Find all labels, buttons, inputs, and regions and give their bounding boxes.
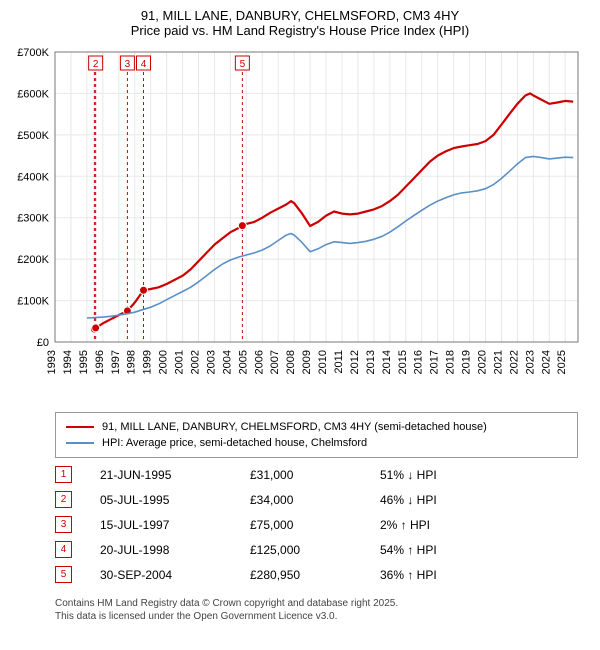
svg-text:1999: 1999 — [142, 350, 154, 374]
sale-marker: 2 — [55, 491, 72, 508]
svg-text:2018: 2018 — [445, 350, 457, 374]
table-row: 2 05-JUL-1995£34,00046% ↓ HPI — [55, 487, 578, 512]
sale-marker: 1 — [55, 466, 72, 483]
table-row: 5 30-SEP-2004£280,95036% ↑ HPI — [55, 562, 578, 587]
legend-item: HPI: Average price, semi-detached house,… — [66, 435, 567, 451]
sale-price: £31,000 — [250, 468, 380, 482]
svg-text:£400K: £400K — [17, 171, 49, 183]
chart-container: 91, MILL LANE, DANBURY, CHELMSFORD, CM3 … — [0, 0, 600, 631]
sale-vs-hpi: 51% ↓ HPI — [380, 468, 520, 482]
sale-price: £125,000 — [250, 543, 380, 557]
sale-date: 05-JUL-1995 — [100, 493, 250, 507]
svg-text:1996: 1996 — [94, 350, 106, 374]
attribution-line-1: Contains HM Land Registry data © Crown c… — [55, 597, 578, 610]
svg-text:2010: 2010 — [317, 350, 329, 374]
svg-text:1994: 1994 — [62, 350, 74, 374]
svg-text:2019: 2019 — [461, 350, 473, 374]
svg-text:£600K: £600K — [17, 88, 49, 100]
svg-text:1998: 1998 — [126, 350, 138, 374]
title-line-2: Price paid vs. HM Land Registry's House … — [0, 23, 600, 38]
table-row: 3 15-JUL-1997£75,0002% ↑ HPI — [55, 512, 578, 537]
svg-text:£700K: £700K — [17, 47, 49, 59]
svg-text:2022: 2022 — [508, 350, 520, 374]
svg-text:5: 5 — [240, 59, 246, 70]
sale-marker: 3 — [55, 516, 72, 533]
svg-text:4: 4 — [141, 59, 147, 70]
svg-text:1997: 1997 — [110, 350, 122, 374]
sale-price: £34,000 — [250, 493, 380, 507]
svg-text:2021: 2021 — [492, 350, 504, 374]
sale-vs-hpi: 2% ↑ HPI — [380, 518, 520, 532]
svg-text:1995: 1995 — [78, 350, 90, 374]
svg-text:2008: 2008 — [285, 350, 297, 374]
svg-text:3: 3 — [125, 59, 131, 70]
svg-text:2006: 2006 — [253, 350, 265, 374]
legend-swatch — [66, 426, 94, 428]
svg-text:2016: 2016 — [413, 350, 425, 374]
sale-vs-hpi: 36% ↑ HPI — [380, 568, 520, 582]
svg-text:2023: 2023 — [524, 350, 536, 374]
sale-date: 20-JUL-1998 — [100, 543, 250, 557]
svg-text:2004: 2004 — [221, 350, 233, 374]
svg-text:2009: 2009 — [301, 350, 313, 374]
sale-date: 21-JUN-1995 — [100, 468, 250, 482]
attribution: Contains HM Land Registry data © Crown c… — [0, 593, 600, 631]
svg-text:2: 2 — [93, 59, 99, 70]
table-row: 1 21-JUN-1995£31,00051% ↓ HPI — [55, 462, 578, 487]
chart-area: £0 £100K £200K £300K £400K £500K £600K £700K 199… — [0, 42, 600, 402]
sales-table: 1 21-JUN-1995£31,00051% ↓ HPI 2 05-JUL-1995… — [55, 462, 578, 587]
legend-label: HPI: Average price, semi-detached house,… — [102, 437, 367, 449]
svg-text:2002: 2002 — [190, 350, 202, 374]
svg-text:2000: 2000 — [158, 350, 170, 374]
svg-text:2020: 2020 — [477, 350, 489, 374]
svg-text:2017: 2017 — [429, 350, 441, 374]
svg-text:2025: 2025 — [556, 350, 568, 374]
sale-price: £280,950 — [250, 568, 380, 582]
svg-text:2003: 2003 — [205, 350, 217, 374]
svg-text:2007: 2007 — [269, 350, 281, 374]
sale-date: 30-SEP-2004 — [100, 568, 250, 582]
svg-text:2011: 2011 — [333, 350, 345, 374]
svg-text:£300K: £300K — [17, 213, 49, 225]
svg-text:2013: 2013 — [365, 350, 377, 374]
title-line-1: 91, MILL LANE, DANBURY, CHELMSFORD, CM3 … — [0, 8, 600, 23]
chart-svg: £0 £100K £200K £300K £400K £500K £600K £700K 199… — [0, 42, 600, 402]
attribution-line-2: This data is licensed under the Open Gov… — [55, 610, 578, 623]
svg-text:2015: 2015 — [397, 350, 409, 374]
sale-marker: 5 — [55, 566, 72, 583]
sale-marker: 4 — [55, 541, 72, 558]
svg-text:2001: 2001 — [174, 350, 186, 374]
svg-text:2005: 2005 — [237, 350, 249, 374]
legend: 91, MILL LANE, DANBURY, CHELMSFORD, CM3 … — [55, 412, 578, 458]
sale-vs-hpi: 46% ↓ HPI — [380, 493, 520, 507]
legend-item: 91, MILL LANE, DANBURY, CHELMSFORD, CM3 … — [66, 419, 567, 435]
svg-text:2012: 2012 — [349, 350, 361, 374]
table-row: 4 20-JUL-1998£125,00054% ↑ HPI — [55, 537, 578, 562]
legend-swatch — [66, 442, 94, 444]
svg-text:£0: £0 — [37, 337, 49, 349]
svg-text:2024: 2024 — [540, 350, 552, 374]
title-block: 91, MILL LANE, DANBURY, CHELMSFORD, CM3 … — [0, 0, 600, 42]
legend-label: 91, MILL LANE, DANBURY, CHELMSFORD, CM3 … — [102, 421, 487, 433]
svg-text:2014: 2014 — [381, 350, 393, 374]
sale-price: £75,000 — [250, 518, 380, 532]
svg-text:1993: 1993 — [46, 350, 58, 374]
sale-vs-hpi: 54% ↑ HPI — [380, 543, 520, 557]
svg-text:£100K: £100K — [17, 296, 49, 308]
sale-date: 15-JUL-1997 — [100, 518, 250, 532]
svg-text:£200K: £200K — [17, 254, 49, 266]
svg-text:£500K: £500K — [17, 130, 49, 142]
